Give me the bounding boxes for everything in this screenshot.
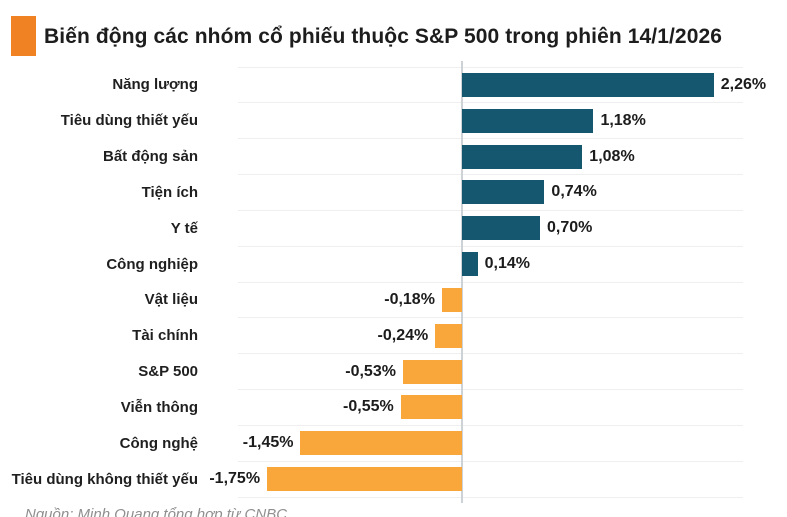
gridline (238, 389, 743, 390)
gridline (238, 424, 743, 426)
value-label: 1,08% (589, 147, 635, 165)
category-label: Tiêu dùng thiết yếu (60, 112, 198, 130)
value-label: -0,53% (345, 362, 396, 380)
gridline (238, 353, 743, 355)
category-label: S&P 500 (138, 363, 198, 381)
gridline (238, 281, 743, 283)
bar (462, 108, 594, 133)
category-label: Tiện ích (141, 183, 198, 201)
category-label: Năng lượng (112, 76, 198, 94)
bar-chart: Năng lượng 2,26% Tiêu dùng thiết yếu 1,18% B… (0, 61, 787, 503)
bar (462, 72, 714, 97)
bar (402, 359, 462, 384)
source-note: Nguồn: Minh Quang tổng hợp từ CNBC (25, 506, 288, 517)
gridline (238, 138, 743, 140)
value-label: 2,26% (720, 75, 767, 93)
category-label: Tài chính (132, 327, 198, 345)
category-label: Công nghệ (119, 434, 198, 452)
value-label: -1,45% (242, 434, 294, 452)
gridline (238, 245, 743, 247)
value-label: -0,18% (384, 290, 435, 308)
value-label: 0,14% (484, 255, 530, 273)
bar (462, 180, 545, 205)
value-label: 1,18% (600, 111, 646, 129)
category-label: Y tế (170, 219, 198, 237)
category-label: Công nghiệp (106, 255, 198, 273)
bar (441, 287, 462, 312)
category-label: Viễn thông (120, 398, 198, 416)
chart-title: Biến động các nhóm cổ phiếu thuộc S&P 50… (44, 25, 723, 48)
value-label: 0,74% (551, 183, 597, 201)
bar (400, 395, 462, 420)
category-label: Vật liệu (144, 291, 198, 309)
gridline (238, 102, 743, 104)
bar (435, 323, 462, 348)
category-label: Tiêu dùng không thiết yếu (11, 470, 198, 488)
gridline (238, 496, 743, 498)
bar (462, 144, 583, 169)
gridline (238, 66, 743, 68)
bar (267, 467, 462, 492)
value-label: 0,70% (546, 219, 593, 237)
value-label: -0,24% (377, 326, 429, 344)
category-label: Bất động sản (102, 148, 198, 166)
gridline (238, 174, 743, 175)
bar (300, 431, 462, 456)
title-accent-marker (11, 16, 36, 56)
value-label: -0,55% (343, 398, 394, 416)
value-label: -1,75% (209, 470, 261, 488)
gridline (238, 317, 743, 319)
bar (462, 252, 478, 277)
zero-axis-line (461, 61, 463, 503)
bar (462, 216, 540, 241)
gridline (238, 209, 743, 211)
gridline (238, 460, 743, 462)
